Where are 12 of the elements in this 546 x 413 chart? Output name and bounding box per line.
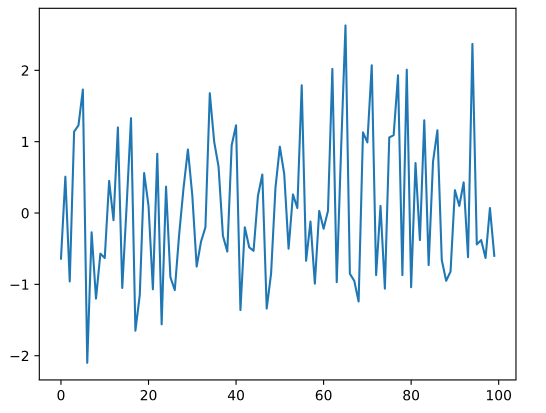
x-tick-label: 0 (57, 390, 64, 400)
x-tick-label: 60 (316, 390, 332, 400)
y-tick-label: 2 (22, 65, 28, 76)
y-tick-label: 1 (22, 136, 28, 147)
x-tick-label: 100 (486, 390, 512, 400)
y-tick-label: 0 (22, 208, 29, 218)
y-tick-label: −1 (10, 280, 28, 290)
x-tick-label: 20 (140, 390, 156, 400)
line-series (60, 24, 496, 364)
x-tick-label: 40 (228, 390, 244, 400)
x-tick-label: 80 (403, 390, 420, 400)
y-tick-label: −2 (10, 350, 28, 361)
